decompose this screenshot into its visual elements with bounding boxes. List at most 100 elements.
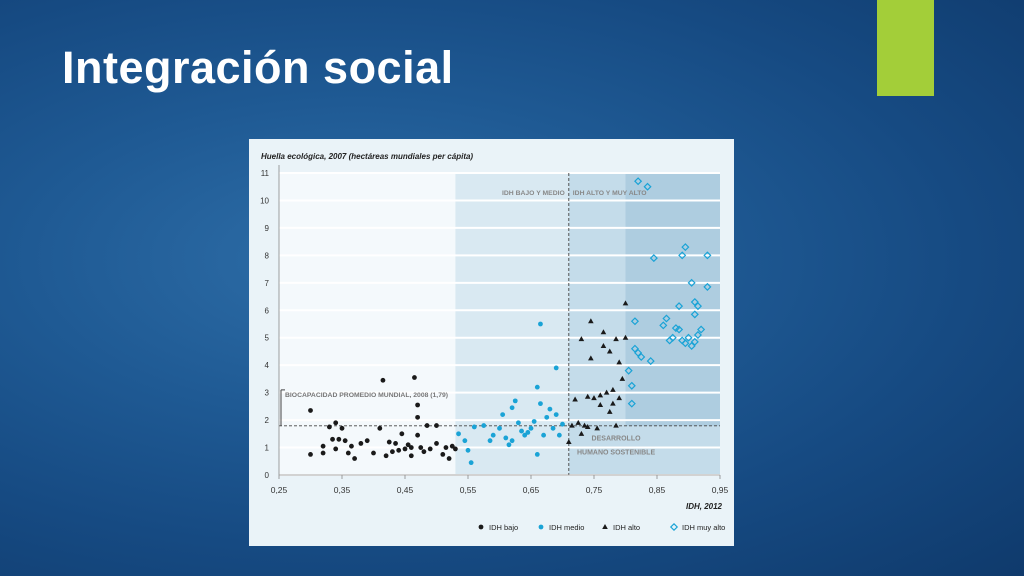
- x-tick-label: 0,95: [712, 485, 729, 495]
- data-point-medio: [468, 460, 474, 466]
- data-point-bajo: [327, 424, 332, 430]
- x-tick-label: 0,45: [397, 485, 414, 495]
- data-point-medio: [465, 447, 471, 453]
- data-point-bajo: [386, 439, 392, 445]
- data-point-muy_alto: [675, 302, 684, 311]
- data-point-alto: [606, 408, 613, 414]
- y-tick-label: 5: [265, 334, 270, 343]
- x-tick-label: 0,85: [649, 485, 666, 495]
- data-point-medio: [503, 435, 509, 441]
- data-point-alto: [616, 395, 622, 401]
- data-point-alto: [584, 423, 591, 429]
- y-tick-label: 10: [260, 196, 269, 205]
- biocapacity-label: BIOCAPACIDAD PROMEDIO MUNDIAL, 2008 (1,7…: [285, 392, 448, 399]
- data-point-muy_alto: [630, 317, 639, 326]
- data-point-medio: [490, 432, 496, 438]
- data-point-alto: [575, 419, 582, 425]
- data-point-bajo: [408, 453, 414, 459]
- data-point-alto: [613, 336, 619, 342]
- x-tick-label: 0,75: [586, 485, 603, 495]
- data-point-bajo: [380, 377, 386, 383]
- data-point-medio: [519, 428, 524, 434]
- data-point-bajo: [434, 423, 439, 428]
- data-point-alto: [591, 395, 597, 401]
- data-point-medio: [556, 432, 562, 438]
- data-point-medio: [544, 414, 550, 420]
- data-point-bajo: [320, 450, 326, 456]
- data-point-bajo: [408, 445, 414, 450]
- y-tick-label: 1: [265, 444, 270, 453]
- data-point-muy_alto: [687, 278, 696, 287]
- data-point-alto: [588, 318, 594, 324]
- data-point-alto: [578, 336, 585, 342]
- data-point-alto: [616, 359, 622, 365]
- data-point-muy_alto: [634, 177, 643, 186]
- data-point-bajo: [443, 445, 449, 450]
- data-point-muy_alto: [637, 352, 646, 361]
- data-point-bajo: [383, 453, 389, 459]
- x-tick-label: 0,35: [334, 485, 351, 495]
- chart-figure: BIOCAPACIDAD PROMEDIO MUNDIAL, 2008 (1,7…: [249, 139, 734, 546]
- data-point-bajo: [333, 420, 339, 426]
- data-point-bajo: [402, 446, 408, 452]
- data-point-muy_alto: [662, 314, 671, 323]
- data-point-muy_alto: [668, 333, 677, 342]
- data-point-medio: [500, 412, 506, 417]
- data-point-alto: [566, 439, 572, 445]
- data-point-bajo: [449, 443, 455, 449]
- data-point-alto: [622, 334, 629, 340]
- data-point-medio: [522, 432, 528, 438]
- data-point-medio: [512, 398, 518, 404]
- data-point-muy_alto: [703, 251, 712, 260]
- data-point-muy_alto: [643, 182, 652, 191]
- y-tick-label: 11: [261, 169, 270, 178]
- data-point-bajo: [345, 450, 351, 456]
- data-point-medio: [456, 431, 461, 437]
- y-tick-label: 4: [265, 361, 270, 370]
- data-point-muy_alto: [690, 297, 699, 307]
- data-point-muy_alto: [690, 337, 699, 346]
- data-point-muy_alto: [703, 282, 712, 291]
- data-point-muy_alto: [684, 333, 693, 342]
- data-point-muy_alto: [681, 243, 690, 252]
- data-point-alto: [581, 422, 588, 428]
- data-point-medio: [525, 430, 531, 435]
- x-tick-label: 0,55: [460, 485, 477, 495]
- data-point-bajo: [415, 414, 420, 420]
- y-tick-label: 2: [265, 416, 270, 425]
- data-point-alto: [619, 375, 626, 381]
- data-point-bajo: [371, 450, 376, 456]
- data-point-alto: [584, 393, 591, 399]
- data-point-alto: [578, 430, 585, 436]
- y-tick-label: 9: [265, 224, 270, 233]
- data-point-bajo: [352, 456, 357, 461]
- data-point-medio: [550, 425, 556, 431]
- chart-svg: BIOCAPACIDAD PROMEDIO MUNDIAL, 2008 (1,7…: [260, 152, 729, 532]
- sustainable-label-line2: HUMANO SOSTENIBLE: [577, 449, 656, 456]
- data-point-medio: [509, 438, 515, 444]
- data-point-alto: [588, 355, 594, 361]
- legend-label-alto: IDH alto: [613, 523, 640, 532]
- data-point-muy_alto: [624, 366, 633, 375]
- legend-marker-muy_alto: [669, 522, 679, 532]
- data-point-muy_alto: [627, 399, 636, 408]
- data-point-muy_alto: [687, 341, 696, 351]
- data-point-muy_alto: [697, 325, 706, 334]
- data-point-alto: [610, 400, 616, 406]
- data-point-muy_alto: [690, 310, 699, 319]
- data-point-bajo: [308, 452, 313, 457]
- shaded-region-dark: [625, 173, 720, 426]
- data-point-bajo: [405, 442, 411, 448]
- data-point-bajo: [396, 447, 402, 453]
- data-point-muy_alto: [678, 251, 687, 260]
- data-point-bajo: [415, 402, 420, 408]
- data-point-alto: [622, 300, 629, 306]
- data-point-bajo: [424, 423, 430, 428]
- data-point-medio: [487, 438, 493, 444]
- data-point-bajo: [390, 449, 395, 455]
- y-axis-title: Huella ecológica, 2007 (hectáreas mundia…: [261, 152, 473, 161]
- data-point-alto: [610, 386, 616, 392]
- y-tick-label: 7: [265, 279, 270, 288]
- data-point-medio: [541, 432, 546, 438]
- data-point-bajo: [453, 446, 458, 452]
